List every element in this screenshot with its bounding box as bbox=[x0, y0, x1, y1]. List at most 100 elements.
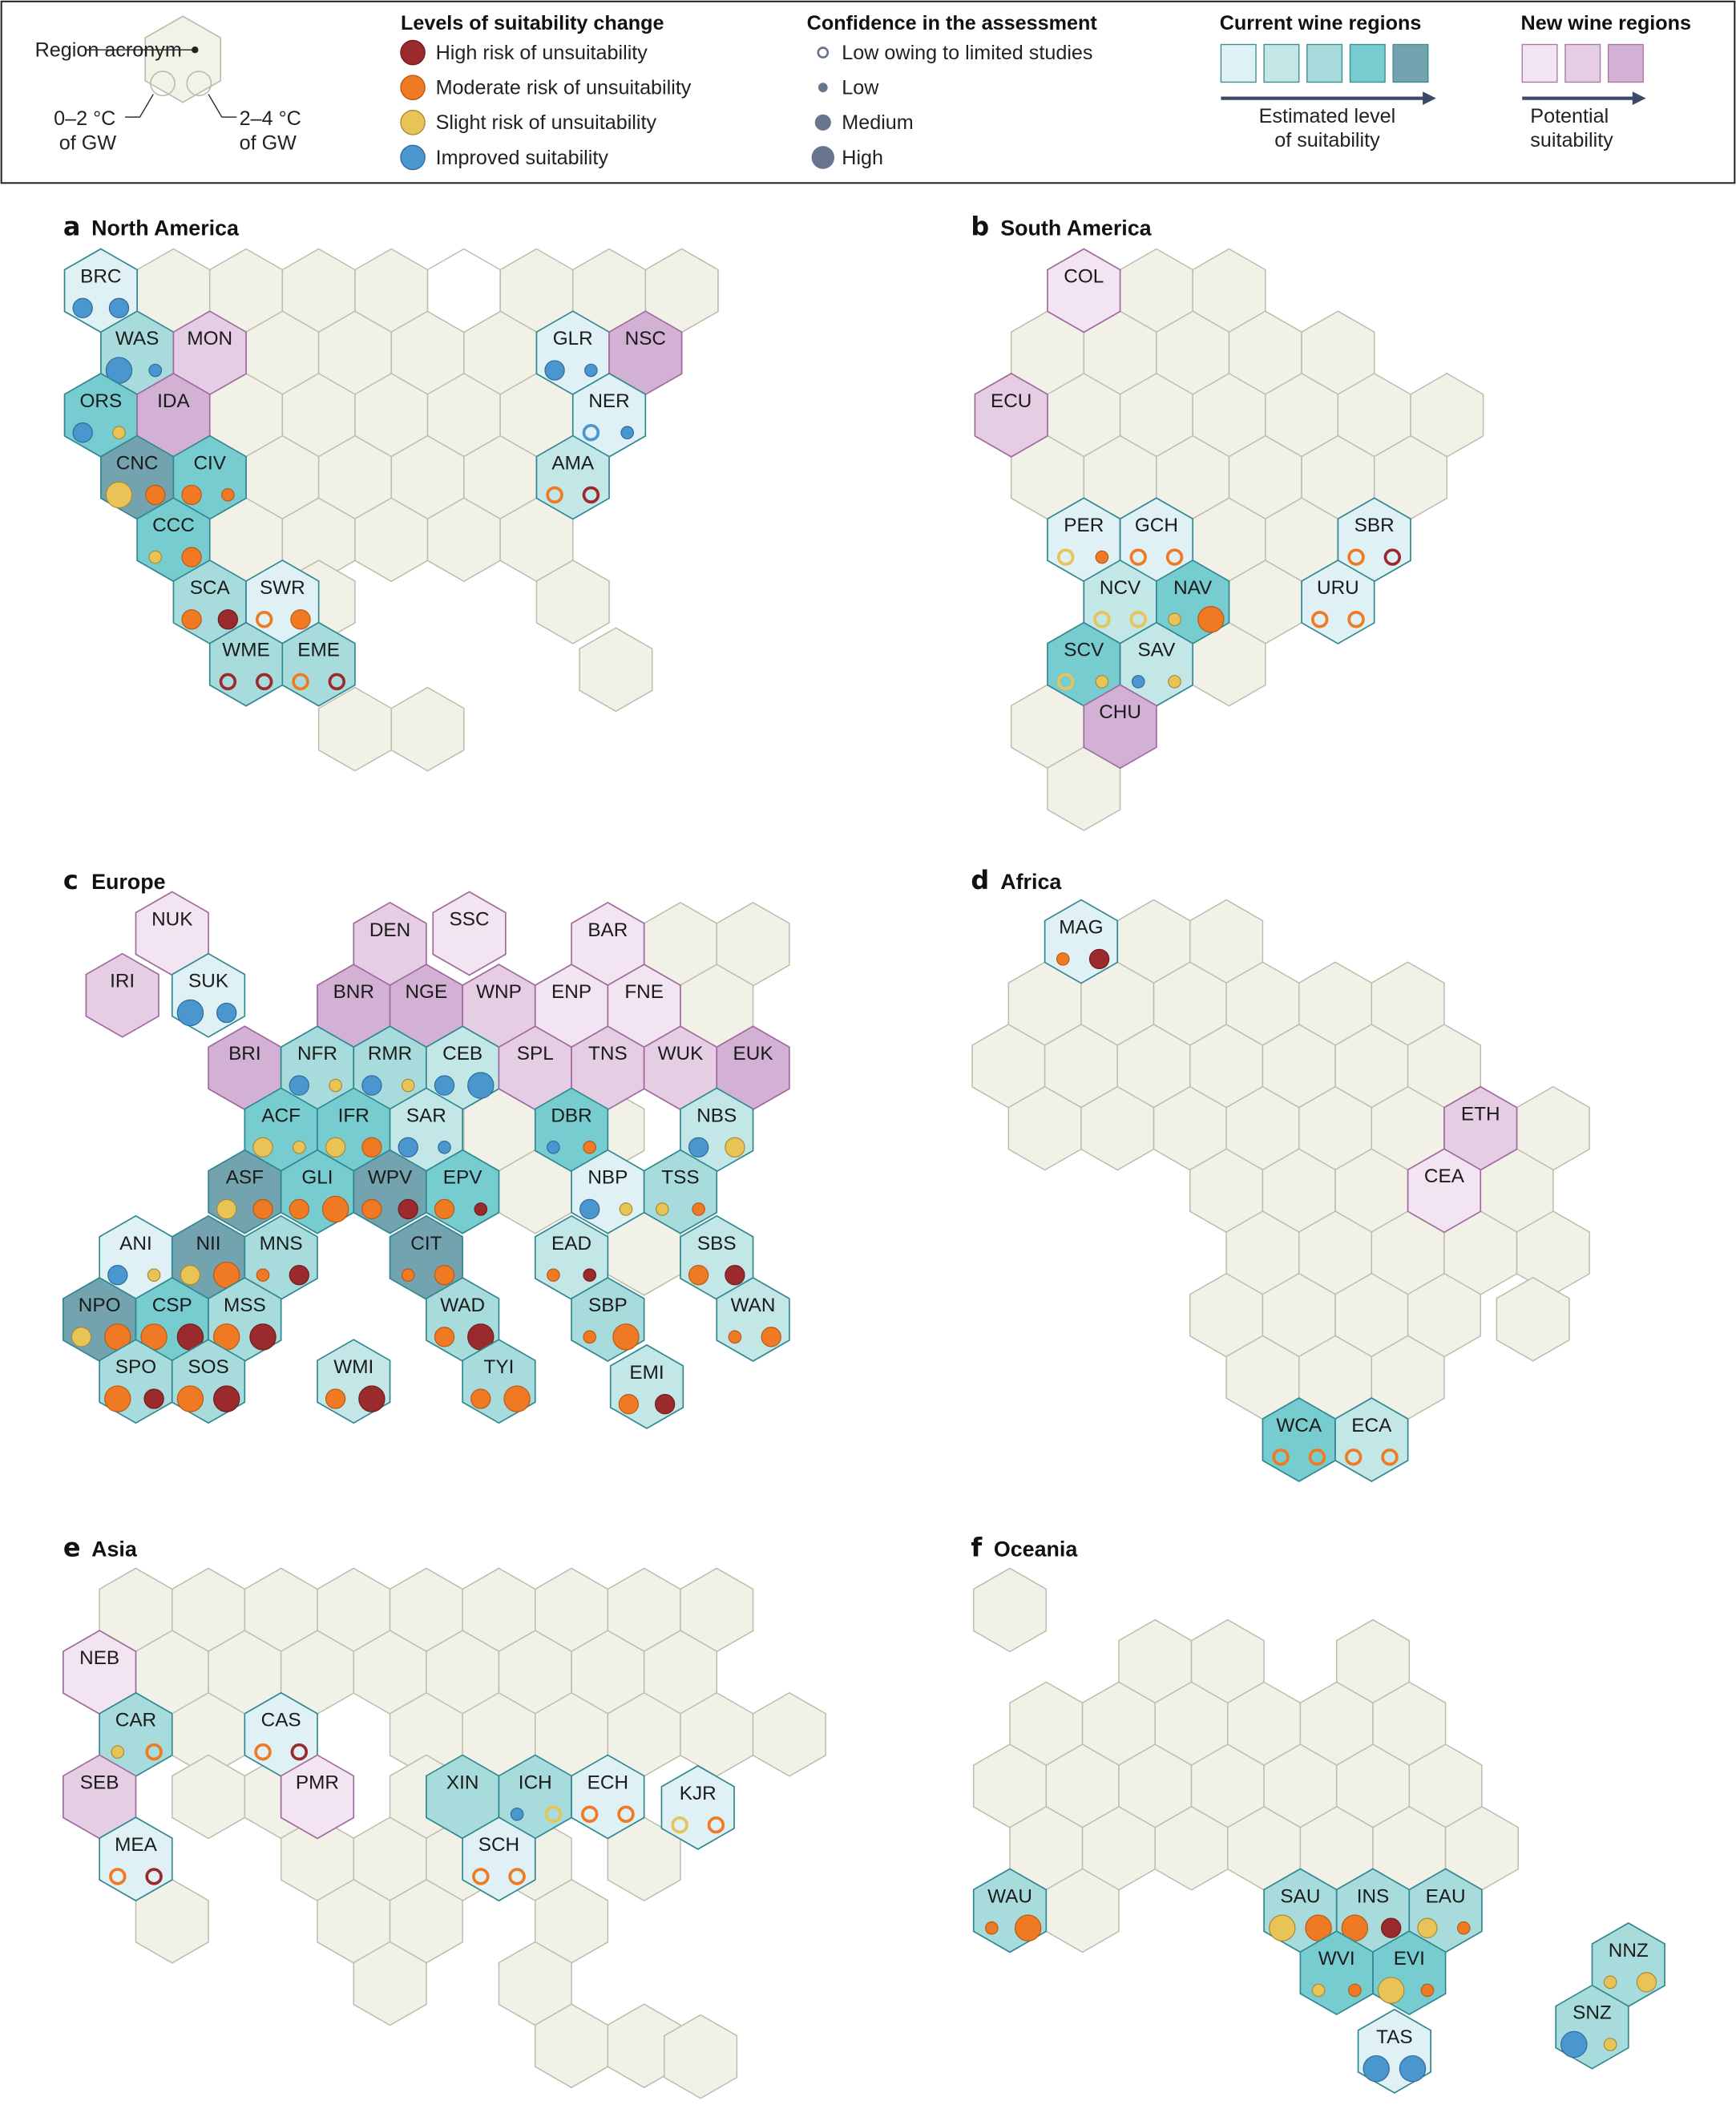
region-hex-mss[interactable]: MSS bbox=[208, 1277, 282, 1362]
region-hex-wnp[interactable]: WNP bbox=[462, 964, 536, 1049]
region-acronym: CAS bbox=[261, 1710, 301, 1731]
region-hex-tyi[interactable]: TYI bbox=[462, 1339, 536, 1424]
region-hex-gch[interactable]: GCH bbox=[1119, 497, 1194, 583]
region-hex-nge[interactable]: NGE bbox=[389, 964, 463, 1049]
region-acronym: IDA bbox=[157, 390, 190, 412]
region-hex-per[interactable]: PER bbox=[1047, 497, 1121, 583]
region-hex-cnc[interactable]: CNC bbox=[99, 434, 175, 520]
region-hex-sau[interactable]: SAU bbox=[1263, 1868, 1338, 1953]
region-hex-rmr[interactable]: RMR bbox=[353, 1025, 427, 1111]
region-hex-sos[interactable]: SOS bbox=[171, 1339, 246, 1424]
region-hex-chu[interactable]: CHU bbox=[1083, 684, 1157, 770]
region-hex-fne[interactable]: FNE bbox=[607, 964, 681, 1049]
region-hex-cea[interactable]: CEA bbox=[1407, 1148, 1482, 1234]
suitability-dot-gw-0-2 bbox=[1603, 1975, 1617, 1990]
region-hex-ama[interactable]: AMA bbox=[535, 434, 610, 520]
region-hex-nii[interactable]: NII bbox=[171, 1214, 246, 1300]
region-hex-sbs[interactable]: SBS bbox=[680, 1214, 754, 1300]
region-hex-epv[interactable]: EPV bbox=[426, 1149, 500, 1234]
region-hex-eca[interactable]: ECA bbox=[1334, 1397, 1409, 1482]
region-hex-tss[interactable]: TSS bbox=[643, 1149, 718, 1234]
region-acronym: NNZ bbox=[1609, 1940, 1649, 1962]
region-hex-wau[interactable]: WAU bbox=[972, 1868, 1048, 1953]
region-hex-ani[interactable]: ANI bbox=[99, 1214, 173, 1300]
region-hex-snz[interactable]: SNZ bbox=[1555, 1984, 1629, 2070]
region-hex-ssc[interactable]: SSC bbox=[432, 891, 507, 976]
suitability-dot-gw-0-2 bbox=[107, 1264, 128, 1286]
region-hex-wad[interactable]: WAD bbox=[426, 1277, 500, 1362]
region-hex-nuk[interactable]: NUK bbox=[135, 891, 209, 976]
region-hex-car[interactable]: CAR bbox=[99, 1691, 173, 1777]
region-hex-swr[interactable]: SWR bbox=[245, 559, 320, 644]
region-hex-was[interactable]: WAS bbox=[99, 310, 175, 396]
region-hex-wan[interactable]: WAN bbox=[716, 1277, 790, 1362]
region-acronym: SNZ bbox=[1572, 2002, 1612, 2024]
region-hex-spl[interactable]: SPL bbox=[498, 1025, 572, 1111]
region-hex-sbr[interactable]: SBR bbox=[1337, 497, 1411, 583]
region-hex-euk[interactable]: EUK bbox=[716, 1025, 790, 1111]
region-acronym: SBP bbox=[588, 1295, 628, 1316]
region-hex-sca[interactable]: SCA bbox=[172, 559, 247, 644]
region-hex-cit[interactable]: CIT bbox=[389, 1214, 463, 1300]
suitability-ring-gw-0-2 bbox=[472, 1868, 490, 1885]
region-hex-tas[interactable]: TAS bbox=[1357, 2008, 1431, 2094]
region-hex-nnz[interactable]: NNZ bbox=[1591, 1922, 1665, 2007]
region-hex-nav[interactable]: NAV bbox=[1156, 559, 1230, 644]
region-hex-mag[interactable]: MAG bbox=[1044, 899, 1119, 984]
region-hex-gli[interactable]: GLI bbox=[280, 1149, 355, 1234]
suitability-dot-gw-0-2 bbox=[434, 1075, 455, 1096]
region-acronym: GLI bbox=[301, 1167, 333, 1189]
region-hex-pmr[interactable]: PMR bbox=[280, 1754, 355, 1840]
region-hex-mea[interactable]: MEA bbox=[99, 1816, 173, 1902]
hex-shape bbox=[317, 1339, 391, 1424]
region-hex-ich[interactable]: ICH bbox=[498, 1754, 572, 1840]
region-hex-uru[interactable]: URU bbox=[1301, 559, 1375, 644]
region-hex-bar[interactable]: BAR bbox=[571, 901, 645, 987]
region-hex-csp[interactable]: CSP bbox=[135, 1277, 209, 1362]
region-hex-ner[interactable]: NER bbox=[571, 372, 647, 458]
region-hex-enp[interactable]: ENP bbox=[534, 964, 609, 1049]
region-hex-ead[interactable]: EAD bbox=[534, 1214, 609, 1300]
region-hex-wpv[interactable]: WPV bbox=[353, 1149, 427, 1234]
region-hex-eme[interactable]: EME bbox=[281, 621, 356, 707]
region-hex-mns[interactable]: MNS bbox=[244, 1214, 318, 1300]
region-hex-cas[interactable]: CAS bbox=[244, 1691, 318, 1777]
region-hex-npo[interactable]: NPO bbox=[63, 1277, 137, 1362]
region-hex-ecu[interactable]: ECU bbox=[974, 372, 1048, 458]
region-hex-bnr[interactable]: BNR bbox=[317, 964, 391, 1049]
suitability-dot-gw-2-4 bbox=[1348, 1983, 1362, 1998]
region-hex-ech[interactable]: ECH bbox=[571, 1754, 645, 1840]
region-hex-brc[interactable]: BRC bbox=[63, 248, 138, 333]
region-hex-kjr[interactable]: KJR bbox=[660, 1764, 735, 1850]
region-hex-emi[interactable]: EMI bbox=[609, 1343, 684, 1429]
region-hex-ccc[interactable]: CCC bbox=[136, 497, 211, 583]
region-hex-wme[interactable]: WME bbox=[208, 621, 284, 707]
region-hex-wmi[interactable]: WMI bbox=[317, 1339, 391, 1424]
region-hex-sch[interactable]: SCH bbox=[462, 1816, 536, 1902]
region-hex-sbp[interactable]: SBP bbox=[571, 1277, 645, 1362]
svg-text:North America: North America bbox=[91, 216, 240, 240]
region-hex-glr[interactable]: GLR bbox=[535, 310, 610, 396]
region-hex-ida[interactable]: IDA bbox=[136, 372, 211, 458]
region-hex-wvi[interactable]: WVI bbox=[1299, 1930, 1374, 2016]
region-hex-dbr[interactable]: DBR bbox=[534, 1087, 609, 1173]
region-hex-iri[interactable]: IRI bbox=[85, 952, 159, 1038]
region-hex-spo[interactable]: SPO bbox=[99, 1339, 173, 1424]
suitability-dot-gw-2-4 bbox=[503, 1385, 531, 1412]
region-hex-xin[interactable]: XIN bbox=[426, 1754, 500, 1840]
suitability-dot-gw-2-4 bbox=[692, 1202, 705, 1216]
region-hex-acf[interactable]: ACF bbox=[244, 1087, 318, 1173]
region-hex-suk[interactable]: SUK bbox=[171, 952, 246, 1038]
region-hex-nbs[interactable]: NBS bbox=[680, 1087, 754, 1173]
region-acronym: SCA bbox=[190, 577, 231, 599]
region-acronym: ECH bbox=[587, 1772, 628, 1793]
region-hex-evi[interactable]: EVI bbox=[1372, 1930, 1447, 2016]
region-hex-nsc[interactable]: NSC bbox=[608, 310, 683, 396]
region-hex-eth[interactable]: ETH bbox=[1443, 1085, 1518, 1171]
region-hex-ncv[interactable]: NCV bbox=[1083, 559, 1157, 644]
region-hex-col[interactable]: COL bbox=[1047, 248, 1121, 333]
region-hex-mon[interactable]: MON bbox=[172, 310, 247, 396]
region-hex-asf[interactable]: ASF bbox=[208, 1149, 282, 1234]
region-hex-ceb[interactable]: CEB bbox=[426, 1025, 500, 1111]
region-hex-den[interactable]: DEN bbox=[353, 901, 427, 987]
